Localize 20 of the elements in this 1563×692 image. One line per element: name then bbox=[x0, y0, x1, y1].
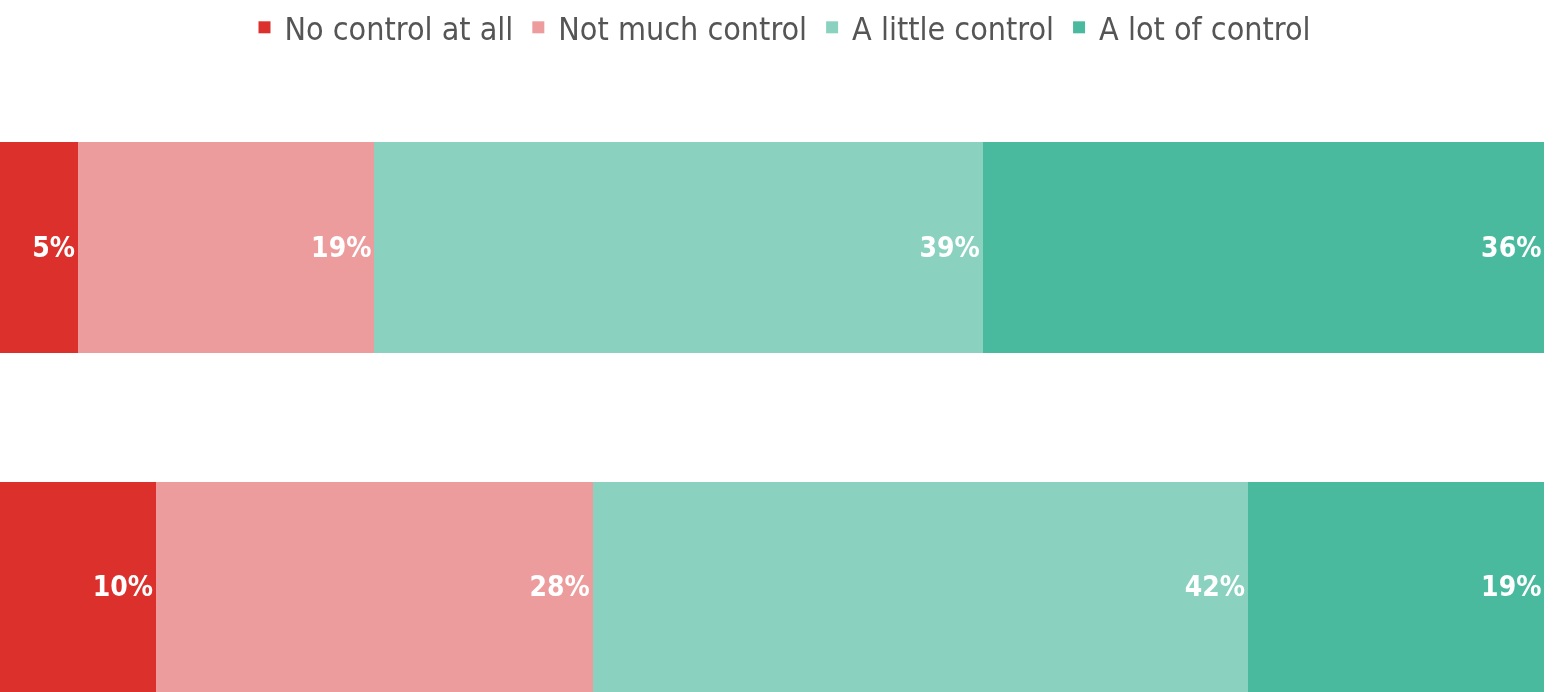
data-label: 19% bbox=[1481, 570, 1542, 604]
bar bbox=[0, 142, 78, 353]
data-label: 5% bbox=[32, 231, 75, 265]
data-label: 39% bbox=[919, 231, 980, 265]
legend-label: Not much control bbox=[558, 9, 808, 48]
data-label: 36% bbox=[1481, 231, 1542, 265]
bar bbox=[982, 142, 1545, 353]
bar bbox=[78, 142, 375, 353]
legend-label: A little control bbox=[852, 9, 1055, 48]
bar bbox=[156, 481, 593, 692]
data-label: 10% bbox=[92, 570, 153, 604]
data-label: 19% bbox=[311, 231, 372, 265]
data-label: 28% bbox=[529, 570, 590, 604]
bar bbox=[0, 481, 156, 692]
legend-label: A lot of control bbox=[1099, 9, 1311, 48]
bar bbox=[374, 142, 983, 353]
bar bbox=[1248, 481, 1545, 692]
data-label: 42% bbox=[1184, 570, 1245, 604]
bar bbox=[592, 481, 1248, 692]
legend-label: No control at all bbox=[284, 9, 514, 48]
